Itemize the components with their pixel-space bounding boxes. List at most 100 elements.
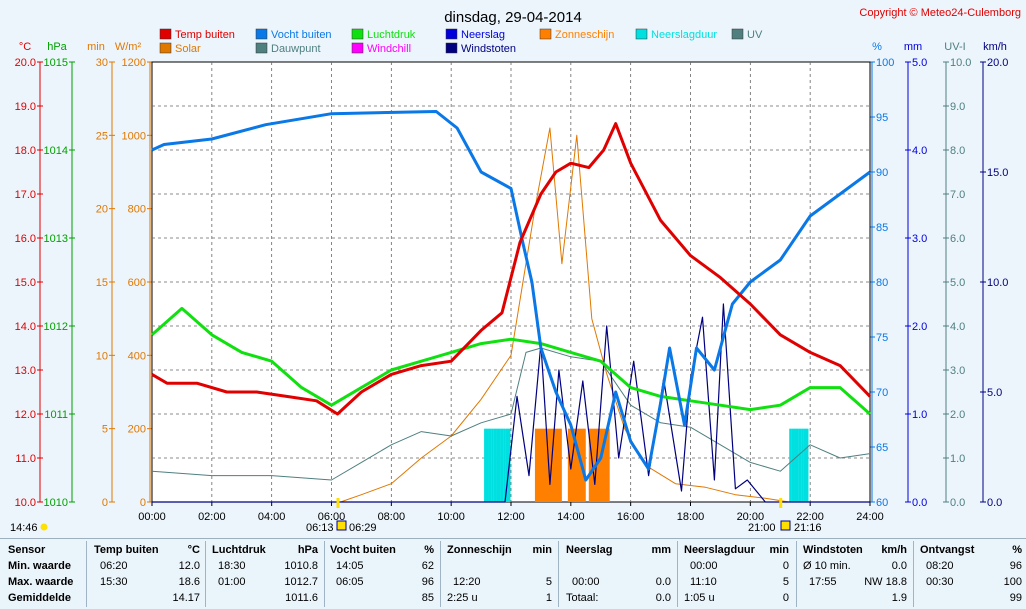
stats-pressure-max-time: 01:00 [218, 576, 246, 588]
axis-tick-label: 75 [876, 332, 888, 344]
stats-ontvangst-min: 96 [1009, 560, 1022, 572]
axis-tick-label: 30 [96, 57, 108, 69]
axis-tick-label: 1.0 [950, 453, 965, 465]
axis-tick-label: 0.0 [950, 497, 965, 509]
axis-unit: % [872, 41, 882, 53]
stats-label-max: Max. waarde [8, 576, 74, 588]
rain-duration-bar [484, 428, 487, 502]
legend-swatch [255, 28, 268, 40]
rain-duration-bar [491, 428, 494, 502]
stats-sunshine-max-time: 12:20 [453, 576, 481, 588]
axis-tick-label: 0.0 [987, 497, 1002, 509]
stats-rainduration-min: 0 [782, 560, 789, 572]
plots [151, 110, 872, 503]
stats-col-ontvangst: Ontvangst % 08:20 96 00:30 100 99 [920, 539, 1022, 609]
stats-ontvangst-title: Ontvangst [920, 544, 975, 556]
x-tick-label: 12:00 [497, 511, 525, 523]
marker-sunrise-2: 06:29 [349, 522, 377, 534]
x-tick-label: 02:00 [198, 511, 226, 523]
series-temp [151, 122, 872, 416]
weather-chart: dinsdag, 29-04-2014 Copyright © Meteo24-… [10, 7, 1021, 534]
stats-sunshine-title: Zonneschijn [447, 544, 512, 556]
axis-tick-label: 3.0 [950, 365, 965, 377]
stats-wind-min-label: Ø 10 min. [803, 560, 851, 572]
stats-rainduration-title: Neerslagduur [684, 544, 755, 556]
legend-swatch [539, 28, 552, 40]
axis-tick-label: 15.0 [987, 167, 1008, 179]
legend-swatch [351, 42, 364, 54]
axis-tick-label: 1015 [44, 57, 68, 69]
x-tick-label: 24:00 [856, 511, 884, 523]
stats-temp-min: 12.0 [178, 560, 200, 572]
axis-tick-label: 19.0 [15, 101, 36, 113]
stats-col-wind: Windstoten km/h Ø 10 min. 0.0 17:55 NW 1… [803, 539, 907, 609]
stats-ontvangst-min-time: 08:20 [926, 560, 954, 572]
axis-tick-label: 400 [128, 350, 146, 362]
axis-unit: W/m² [115, 41, 142, 53]
x-tick-label: 06:00 [318, 511, 346, 523]
stats-wind-max-time: 17:55 [809, 576, 837, 588]
stats-humidity-unit: % [424, 544, 434, 556]
marker-sunset-2: 21:16 [794, 522, 822, 534]
axis-tick-label: 4.0 [950, 321, 965, 333]
stats-wind-unit: km/h [881, 544, 907, 556]
stats-temp-title: Temp buiten [94, 544, 159, 556]
x-tick-label: 10:00 [437, 511, 465, 523]
axes: °C 20.0 19.0 18.0 17.0 16.0 15.0 14.0 13.0 12.0 11… [15, 41, 1009, 509]
stats-humidity-max: 96 [421, 576, 434, 588]
axis-tick-label: 1012 [44, 321, 68, 333]
x-tick-label: 16:00 [617, 511, 645, 523]
legend-swatch [731, 28, 744, 40]
axis-tick-label: 85 [876, 222, 888, 234]
stats-wind-title: Windstoten [803, 544, 863, 556]
marker-start: 14:46 [10, 522, 38, 534]
rain-duration-bar [486, 428, 489, 502]
axis-unit: UV-I [944, 41, 965, 53]
axis-unit: mm [904, 41, 922, 53]
axis-tick-label: 2.0 [950, 409, 965, 421]
stats-rainduration-unit: min [769, 544, 789, 556]
axis-tick-label: 800 [128, 204, 146, 216]
axis-tick-label: 5.0 [912, 57, 927, 69]
stats-humidity-max-time: 06:05 [336, 576, 364, 588]
legend-swatch [445, 42, 458, 54]
legend-swatch [635, 28, 648, 40]
stats-pressure-max: 1012.7 [284, 576, 318, 588]
axis-tick-label: 3.0 [912, 233, 927, 245]
axis-tick-label: 15.0 [15, 277, 36, 289]
stats-panel: Sensor Min. waarde Max. waarde Gemiddeld… [0, 538, 1026, 609]
legend-label: Neerslag [461, 29, 505, 41]
stats-humidity-title: Vocht buiten [330, 544, 396, 556]
stats-rainduration-max: 5 [782, 576, 789, 588]
stats-col-labels: Sensor Min. waarde Max. waarde Gemiddeld… [8, 539, 88, 609]
axis-tick-label: 25 [96, 130, 108, 142]
marker-sunrise: 06:13 [306, 522, 334, 534]
stats-col-pressure: Luchtdruk hPa 18:30 1010.8 01:00 1012.7 … [212, 539, 318, 609]
sunshine-bar [567, 428, 586, 502]
axis-tick-label: 90 [876, 167, 888, 179]
stats-temp-unit: °C [187, 544, 200, 556]
axis-tick-label: 1000 [122, 130, 146, 142]
legend-swatch [351, 28, 364, 40]
axis-unit: hPa [47, 41, 67, 53]
axis-tick-label: 10.0 [950, 57, 971, 69]
legend-label: Zonneschijn [555, 29, 614, 41]
axis-tick-label: 10.0 [987, 277, 1008, 289]
legend-swatch [159, 42, 172, 54]
stats-rain-unit: mm [651, 544, 671, 556]
sunrise-tick [336, 498, 340, 508]
stats-humidity-avg: 85 [421, 592, 434, 604]
legend-label: Windstoten [461, 43, 516, 55]
stats-rain-total: 0.0 [655, 592, 671, 604]
legend-label: Neerslagduur [651, 29, 717, 41]
stats-label-min: Min. waarde [8, 560, 71, 572]
stats-rainduration-max-time: 11:10 [690, 576, 717, 588]
axis-tick-label: 20 [96, 204, 108, 216]
axis-tick-label: 4.0 [912, 145, 927, 157]
rain-duration-bar [496, 428, 499, 502]
axis-tick-label: 0.0 [912, 497, 927, 509]
axis-tick-label: 10 [96, 350, 108, 362]
stats-ontvangst-avg: 99 [1009, 592, 1022, 604]
stats-col-rain-duration: Neerslagduur min 00:00 0 11:10 5 1:05 u … [684, 539, 789, 609]
rain-duration-bar [794, 428, 797, 502]
